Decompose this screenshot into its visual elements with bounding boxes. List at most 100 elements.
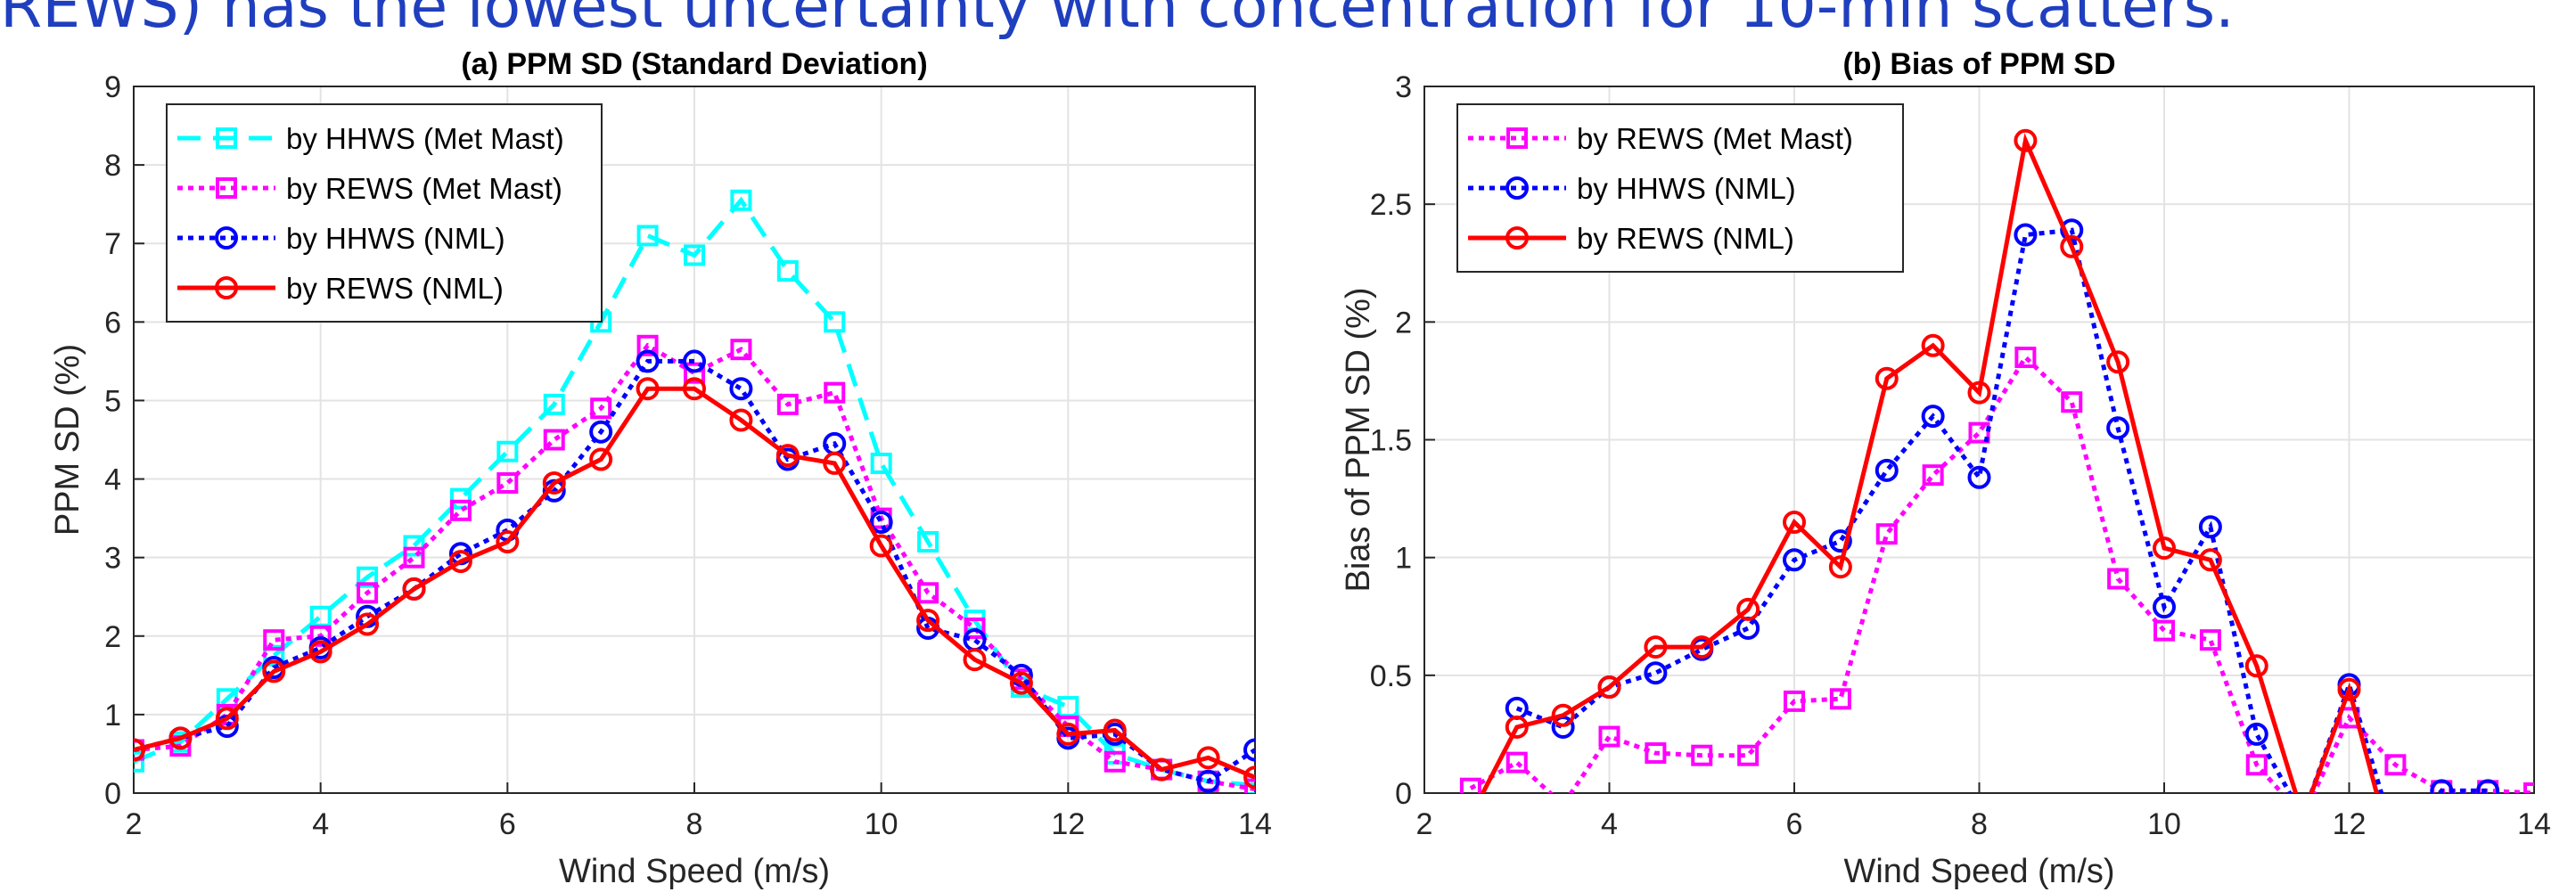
y-tick-label: 2 xyxy=(104,620,121,654)
marker xyxy=(2199,629,2221,651)
series-line xyxy=(134,196,1255,788)
y-tick-label: 3 xyxy=(104,542,121,576)
marker xyxy=(1505,226,1529,250)
marker xyxy=(2107,568,2129,590)
marker xyxy=(1243,765,1255,790)
x-tick-label: 8 xyxy=(1971,807,1988,841)
marker xyxy=(357,582,379,604)
marker xyxy=(1644,661,1668,685)
marker xyxy=(2244,654,2268,678)
marker xyxy=(134,750,144,773)
x-tick-label: 4 xyxy=(1601,807,1618,841)
marker xyxy=(683,377,706,401)
marker xyxy=(1196,769,1220,793)
marker xyxy=(2106,350,2130,374)
marker xyxy=(870,452,892,474)
marker xyxy=(1644,635,1668,659)
marker xyxy=(636,377,660,401)
marker xyxy=(543,429,565,451)
marker xyxy=(589,420,613,444)
marker xyxy=(2060,234,2084,258)
marker xyxy=(168,726,193,750)
series-line xyxy=(134,386,1255,780)
marker xyxy=(2385,831,2405,850)
x-axis-label: Wind Speed (m/s) xyxy=(559,853,830,890)
marker xyxy=(309,605,332,627)
marker xyxy=(1784,690,1805,712)
marker xyxy=(1056,722,1080,746)
marker xyxy=(357,566,379,588)
marker xyxy=(823,451,847,475)
marker xyxy=(1196,746,1220,770)
marker xyxy=(1967,381,1991,405)
x-tick-label: 14 xyxy=(1238,807,1272,841)
legend-box xyxy=(1456,103,1904,273)
marker xyxy=(2245,754,2268,776)
y-axis-label: PPM SD (%) xyxy=(49,344,86,536)
marker xyxy=(2106,416,2130,440)
marker xyxy=(1691,744,1713,766)
legend-label: by REWS (NML) xyxy=(286,272,504,305)
marker xyxy=(263,629,285,651)
marker xyxy=(402,577,426,601)
marker xyxy=(2061,391,2083,413)
marker xyxy=(730,339,752,361)
x-axis-label: Wind Speed (m/s) xyxy=(1843,853,2114,890)
marker xyxy=(215,707,239,731)
marker xyxy=(1150,757,1174,782)
marker xyxy=(1505,751,1528,773)
marker xyxy=(2294,807,2312,825)
marker xyxy=(1875,458,1899,482)
marker xyxy=(403,546,425,569)
marker xyxy=(215,276,238,299)
series-line xyxy=(134,342,1255,792)
marker xyxy=(1828,555,1852,579)
marker xyxy=(1828,529,1852,553)
legend-label: by HHWS (NML) xyxy=(1577,172,1796,205)
marker xyxy=(1009,671,1033,695)
marker xyxy=(2153,595,2176,619)
marker xyxy=(2014,128,2038,152)
marker xyxy=(2337,677,2361,701)
marker xyxy=(216,127,237,149)
y-tick-label: 1.5 xyxy=(1370,424,1412,458)
legend: by REWS (Met Mast) by HHWS (NML) by REWS (… xyxy=(1456,103,1904,273)
y-tick-label: 5 xyxy=(104,384,121,418)
x-tick-label: 4 xyxy=(312,807,329,841)
marker xyxy=(1645,742,1667,765)
y-tick-label: 7 xyxy=(104,227,121,261)
x-tick-label: 8 xyxy=(686,807,703,841)
marker xyxy=(2384,754,2407,776)
marker xyxy=(449,487,472,510)
marker xyxy=(2154,619,2175,642)
marker xyxy=(869,534,893,558)
marker xyxy=(683,349,706,373)
x-tick-label: 12 xyxy=(2333,807,2367,841)
marker xyxy=(1551,703,1575,727)
marker xyxy=(2430,779,2454,793)
marker xyxy=(1690,635,1714,659)
marker xyxy=(1829,688,1851,710)
marker xyxy=(2198,515,2222,539)
legend-label: by REWS (Met Mast) xyxy=(286,172,562,205)
marker xyxy=(496,471,519,494)
marker xyxy=(1922,464,1944,487)
y-tick-label: 2 xyxy=(1395,306,1412,340)
y-tick-label: 3 xyxy=(1395,70,1412,104)
marker xyxy=(356,612,380,636)
y-tick-label: 0 xyxy=(1395,777,1412,811)
x-tick-label: 2 xyxy=(126,807,143,841)
axes-box xyxy=(1423,86,2535,794)
marker xyxy=(1597,675,1621,700)
marker xyxy=(636,225,659,247)
marker xyxy=(729,408,753,432)
marker xyxy=(1968,421,1990,444)
marker xyxy=(776,260,799,282)
marker xyxy=(1506,127,1528,149)
marker xyxy=(309,625,332,647)
marker xyxy=(775,444,800,468)
x-tick-label: 12 xyxy=(1051,807,1085,841)
marker xyxy=(2014,223,2038,247)
marker xyxy=(1875,523,1898,545)
